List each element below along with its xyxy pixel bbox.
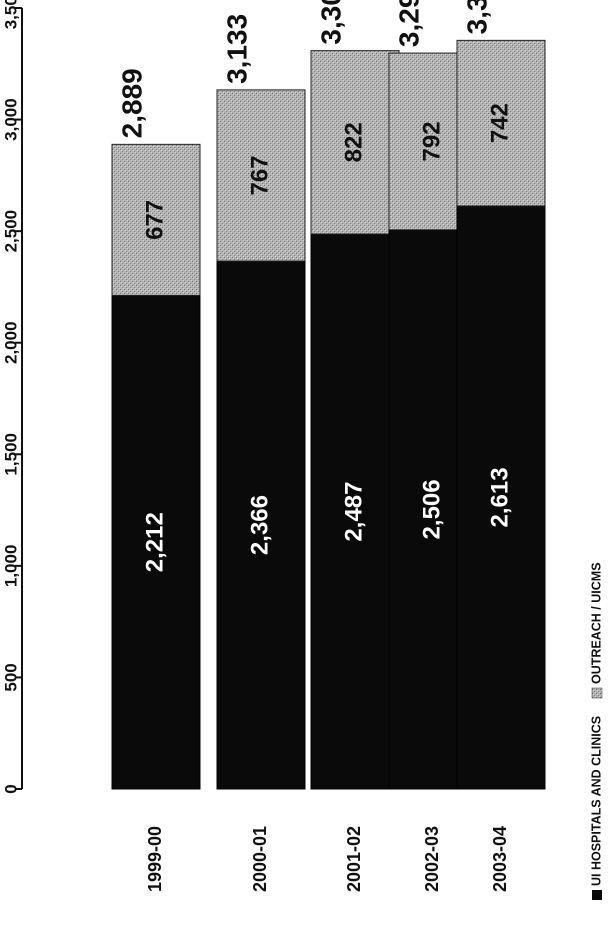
bar-total-label: 3,298	[393, 0, 424, 47]
bar-hospitals-value-label: 2,487	[340, 481, 367, 541]
value-axis-tick-label: 2,500	[1, 210, 20, 253]
value-axis-tick-label: 1,000	[1, 545, 20, 588]
legend-swatch-outreach	[591, 687, 603, 699]
bar-outreach-value-label: 677	[141, 200, 168, 240]
category-label: 2000-01	[250, 826, 270, 892]
value-axis-tick-label: 1,500	[1, 433, 20, 476]
value-axis-tick-label: 3,500	[1, 0, 20, 29]
bar-outreach-value-label: 767	[246, 155, 273, 195]
legend-swatch-hospitals	[592, 890, 602, 900]
category-label: 2002-03	[422, 826, 442, 892]
bar-total-label: 3,309	[315, 0, 346, 45]
value-axis-tick-label: 500	[1, 663, 20, 691]
bar-total-label: 3,133	[221, 14, 252, 84]
bar-total-label: 2,889	[116, 68, 147, 138]
bar-hospitals-value-label: 2,212	[141, 512, 168, 572]
bar-outreach-value-label: 822	[340, 122, 367, 162]
bar-hospitals-value-label: 2,366	[246, 495, 273, 555]
bar-outreach-segment	[111, 143, 201, 296]
bar-outreach-value-label: 742	[486, 103, 513, 143]
bar-outreach-segment	[216, 89, 306, 262]
value-axis-tick-label: 3,000	[1, 98, 20, 141]
legend-label-outreach: OUTREACH / UICMS	[589, 562, 603, 684]
legend-label-hospitals: UI HOSPITALS AND CLINICS	[589, 716, 603, 886]
category-label: 2001-02	[344, 826, 364, 892]
bar-hospitals-value-label: 2,613	[486, 467, 513, 527]
bar-total-label: 3,355	[461, 0, 492, 34]
bar-outreach-value-label: 792	[418, 121, 445, 161]
category-label: 2003-04	[490, 826, 510, 892]
bar-outreach-segment	[456, 39, 546, 207]
category-label: 1999-00	[145, 826, 165, 892]
value-axis-tick-label: 2,000	[1, 321, 20, 364]
value-axis-tick-label: 0	[1, 784, 20, 793]
bar-hospitals-value-label: 2,506	[418, 479, 445, 539]
